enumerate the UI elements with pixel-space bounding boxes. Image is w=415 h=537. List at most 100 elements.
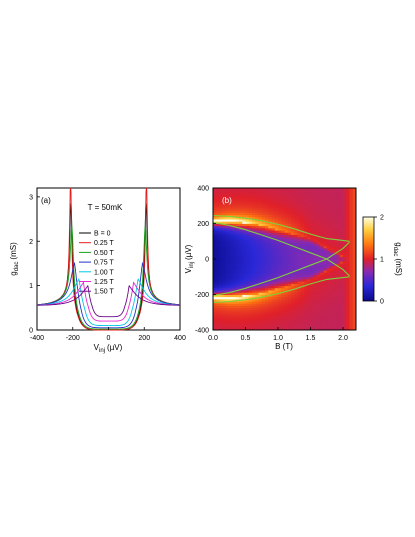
heatmap-cell xyxy=(216,325,220,329)
gap-line-3 xyxy=(213,241,350,296)
heatmap-cell xyxy=(242,201,246,204)
heatmap-cell xyxy=(278,321,282,324)
heatmap-cell xyxy=(268,263,272,267)
heatmap-cell xyxy=(336,196,341,200)
heatmap-cell xyxy=(216,276,220,280)
heatmap-cell xyxy=(300,298,305,302)
heatmap-cell xyxy=(255,243,259,247)
heatmap-cell xyxy=(352,325,356,329)
heatmap-cell xyxy=(352,310,356,313)
heatmap-cell xyxy=(313,214,318,218)
heatmap-cell xyxy=(336,207,341,211)
heatmap-cell xyxy=(320,274,324,278)
heatmap-cell xyxy=(245,292,250,295)
heatmap-cell xyxy=(242,230,246,233)
heatmap-cell xyxy=(265,296,269,300)
heatmap-cell xyxy=(271,236,276,240)
heatmap-cell xyxy=(248,281,253,284)
heatmap-cell xyxy=(297,314,302,318)
heatmap-cell xyxy=(300,310,305,313)
heatmap-cell xyxy=(313,278,318,282)
heatmap-cell xyxy=(330,196,334,200)
heatmap-cell xyxy=(271,241,276,244)
heatmap-cell xyxy=(310,296,315,300)
heatmap-cell xyxy=(336,314,341,318)
heatmap-cell xyxy=(216,263,220,267)
heatmap-cell xyxy=(239,265,243,269)
heatmap-cell xyxy=(219,276,224,280)
heatmap-cell xyxy=(219,207,224,211)
heatmap-cell xyxy=(274,307,279,311)
heatmap-cell xyxy=(213,212,217,216)
heatmap-cell xyxy=(222,207,227,211)
heatmap-cell xyxy=(261,236,266,240)
heatmap-cell xyxy=(330,216,334,220)
heatmap-cell xyxy=(271,292,276,295)
heatmap-cell xyxy=(226,276,230,280)
heatmap-cell xyxy=(252,316,256,320)
heatmap-cell xyxy=(339,290,344,293)
heatmap-cell xyxy=(294,252,298,255)
colorbar-ticks: 012 xyxy=(374,215,384,306)
heatmap-cell xyxy=(248,294,253,298)
heatmap-cell xyxy=(271,314,276,318)
heatmap-cell xyxy=(307,312,311,315)
heatmap-cell xyxy=(284,190,289,193)
heatmap-cell xyxy=(323,216,328,220)
heatmap-cell xyxy=(326,301,331,304)
heatmap-cell xyxy=(326,276,331,280)
heatmap-cell xyxy=(242,294,246,298)
heatmap-cell xyxy=(291,234,295,238)
heatmap-cell xyxy=(261,225,266,229)
heatmap-cell xyxy=(235,205,240,209)
heatmap-cell xyxy=(242,252,246,255)
heatmap-cell xyxy=(317,241,321,244)
panel-b-x-ticks: 0.0 0.5 1.0 1.5 2.0 xyxy=(208,327,348,342)
heatmap-cell xyxy=(326,227,331,231)
heatmap-cell xyxy=(310,307,315,311)
heatmap-cell xyxy=(222,276,227,280)
heatmap-cell xyxy=(330,234,334,238)
heatmap-cell xyxy=(232,192,237,196)
heatmap-cell xyxy=(245,327,250,330)
heatmap-cell xyxy=(307,305,311,309)
heatmap-cell xyxy=(349,276,354,280)
heatmap-cell xyxy=(349,283,354,287)
heatmap-cell xyxy=(310,256,315,260)
heatmap-cell xyxy=(265,227,269,231)
heatmap-cell xyxy=(310,265,315,269)
heatmap-cell xyxy=(242,310,246,313)
heatmap-cell xyxy=(274,216,279,220)
heatmap-cell xyxy=(258,301,263,304)
heatmap-cell xyxy=(284,307,289,311)
heatmap-cell xyxy=(294,247,298,251)
heatmap-cell xyxy=(255,207,259,211)
heatmap-cell xyxy=(226,305,230,309)
heatmap-cell xyxy=(213,278,217,282)
heatmap-cell xyxy=(255,256,259,260)
heatmap-cell xyxy=(235,234,240,238)
y-tick-label: 3 xyxy=(29,194,33,201)
heatmap-cell xyxy=(317,290,321,293)
heatmap-cell xyxy=(248,310,253,313)
heatmap-cell xyxy=(242,199,246,202)
heatmap-cell xyxy=(336,290,341,293)
heatmap-cell xyxy=(294,292,298,295)
heatmap-cell xyxy=(300,318,305,322)
heatmap-cell xyxy=(258,227,263,231)
heatmap-cell xyxy=(317,201,321,204)
heatmap-cell xyxy=(291,310,295,313)
heatmap-cell xyxy=(304,263,308,267)
heatmap-cell xyxy=(235,294,240,298)
heatmap-cell xyxy=(320,210,324,213)
heatmap-cell xyxy=(323,294,328,298)
heatmap-cell xyxy=(216,207,220,211)
heatmap-cell xyxy=(307,234,311,238)
heatmap-cell xyxy=(226,207,230,211)
heatmap-cell xyxy=(268,270,272,273)
heatmap-cell xyxy=(281,296,285,300)
heatmap-cell xyxy=(261,227,266,231)
heatmap-cell xyxy=(326,188,331,191)
heatmap-cell xyxy=(278,314,282,318)
heatmap-cell xyxy=(219,199,224,202)
